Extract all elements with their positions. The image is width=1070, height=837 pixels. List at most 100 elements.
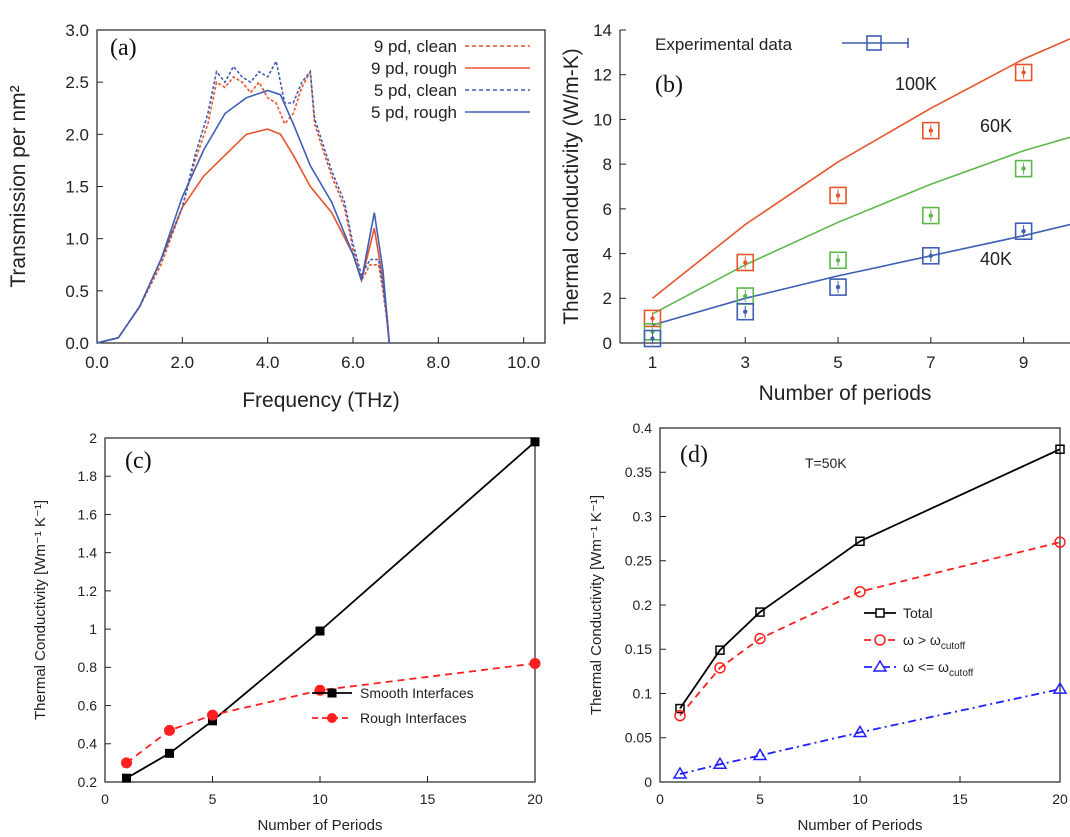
x-tick-label: 8.0 [427, 353, 451, 372]
series-group [125, 441, 535, 779]
x-tick-label: 5 [209, 791, 217, 807]
y-tick-label: 1.5 [65, 177, 89, 196]
legend-label: 9 pd, rough [371, 59, 457, 78]
data-point-open-circle [714, 662, 726, 674]
x-tick-label: 15 [420, 791, 436, 807]
y-tick-label: 0 [644, 774, 652, 790]
x-tick-label: 7 [926, 353, 935, 372]
series-label: 100K [895, 74, 937, 94]
y-tick-label: 0.2 [78, 774, 98, 790]
x-tick-label: 10 [312, 791, 328, 807]
legend-label: Smooth Interfaces [360, 685, 474, 701]
chart-panel-3: 0 5 10 15 20 0.2 0.4 0.6 0.8 1 1.2 1.4 1.6 1.8 2 Number… [32, 430, 543, 834]
panel-label: (c) [125, 448, 152, 474]
x-tick-label: 15 [952, 791, 968, 807]
experimental-point [736, 302, 755, 321]
experimental-dot [928, 213, 934, 218]
legend-marker [874, 634, 886, 646]
y-tick-label: 3.0 [65, 21, 89, 40]
experimental-dot [1021, 229, 1026, 234]
panel-label: (d) [680, 442, 708, 468]
y-tick-label: 2 [89, 430, 97, 446]
x-tick-label: 9 [1019, 353, 1028, 372]
experimental-dot [743, 293, 748, 299]
x-tick-label: 3 [741, 353, 750, 372]
y-tick-label: 1.6 [78, 506, 98, 522]
panel-label: (a) [110, 35, 137, 61]
panel-label: (b) [655, 72, 683, 98]
y-tick-label: 0.3 [633, 508, 653, 524]
y-axis-label: Thermal conductivity (W/m-K) [560, 48, 583, 325]
legend-label: 5 pd, clean [374, 81, 457, 100]
legend-label: ω > ωcutoff [903, 632, 965, 652]
experimental-dot [1021, 166, 1026, 171]
data-point-circle [207, 709, 218, 721]
y-tick-label: 0.25 [625, 553, 652, 569]
data-point-square [208, 716, 217, 726]
experimental-point [922, 121, 940, 140]
data-point-open-square [715, 645, 725, 655]
y-tick-label: 12 [593, 66, 612, 85]
y-tick-label: 1.4 [78, 545, 98, 561]
y-tick-label: 0.2 [633, 597, 653, 613]
data-point-open-triangle [1052, 681, 1068, 694]
data-point-open-square [755, 607, 765, 617]
x-axis-label: Number of Periods [797, 817, 922, 834]
legend-label: 9 pd, clean [374, 37, 457, 56]
chart-panel-1: 0.0 2.0 4.0 6.0 8.0 10.0 0.0 0.5 1.0 1.5 2.0 2.5 3.0… [7, 21, 546, 412]
series-group [679, 448, 1060, 775]
y-tick-label: 4 [603, 245, 612, 264]
annotation-text: T=50K [805, 455, 847, 471]
x-tick-label: 6.0 [341, 353, 365, 372]
data-point-open-circle [754, 632, 766, 645]
y-tick-label: 1.0 [65, 230, 89, 249]
y-tick-label: 2.5 [65, 73, 89, 92]
y-tick-label: 0.8 [78, 659, 98, 675]
x-tick-label: 10.0 [507, 353, 540, 372]
experimental-dot [835, 284, 841, 290]
x-tick-label: 20 [1052, 791, 1068, 807]
series-group [652, 38, 1070, 326]
legend-marker [327, 713, 337, 723]
legend-label: Total [903, 605, 933, 621]
experimental-point [1014, 63, 1033, 82]
chart-panel-2: 1 3 5 7 9 0 2 4 6 8 10 12 14 Number of periods Thermal… [560, 21, 1070, 405]
y-tick-label: 2 [603, 289, 612, 308]
legend-label: Experimental data [655, 35, 793, 54]
plot-frame [96, 29, 546, 344]
legend-label: Rough Interfaces [360, 710, 467, 726]
y-axis-label: Thermal Conductivity [Wm⁻¹ K⁻¹] [32, 500, 49, 720]
data-point-open-triangle [712, 756, 728, 770]
series-line-3 [652, 223, 1070, 326]
data-point-circle [121, 757, 132, 769]
legend-label: 5 pd, rough [371, 103, 457, 122]
experimental-point [1014, 222, 1033, 241]
x-tick-label: 5 [756, 791, 764, 807]
x-tick-label: 2.0 [171, 353, 195, 372]
series-line-1 [652, 38, 1070, 299]
series-line-1 [126, 441, 535, 779]
experimental-dot [928, 253, 934, 259]
x-axis-label: Number of periods [759, 382, 932, 405]
y-tick-label: 8 [603, 155, 612, 174]
y-tick-label: 0.1 [633, 685, 653, 701]
experimental-dot [650, 336, 655, 341]
y-tick-label: 0.4 [633, 420, 653, 436]
x-axis-label: Number of Periods [257, 817, 382, 834]
experimental-point [829, 251, 847, 270]
y-tick-label: 0.05 [625, 730, 652, 746]
data-point-square [530, 437, 540, 447]
series-line-2 [679, 541, 1060, 717]
experimental-dot [743, 260, 748, 265]
experimental-point [736, 253, 755, 272]
y-tick-label: 6 [603, 200, 612, 219]
data-point-square [315, 626, 325, 636]
data-point-square [122, 773, 131, 783]
data-point-open-square [1055, 444, 1065, 454]
series-line-3 [679, 688, 1060, 775]
data-point-open-circle [854, 585, 866, 598]
data-point-circle [164, 724, 175, 736]
x-tick-label: 20 [527, 791, 543, 807]
series-line-1 [679, 448, 1060, 710]
